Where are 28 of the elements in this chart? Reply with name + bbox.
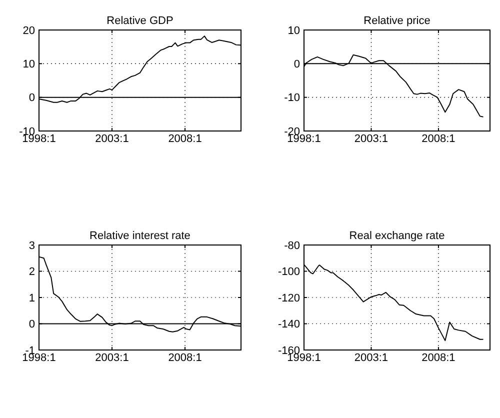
y-tick-label: 0	[28, 318, 35, 331]
y-tick-label: 10	[22, 58, 35, 71]
y-tick-label: -100	[278, 266, 300, 278]
x-tick-label: 2008:1	[422, 352, 456, 364]
y-tick-label: -10	[284, 92, 300, 104]
x-tick-label: 2008:1	[168, 352, 202, 364]
y-tick-label: -120	[278, 292, 300, 304]
y-tick-label: 20	[22, 24, 35, 37]
chart-title: Relative interest rate	[90, 230, 190, 242]
chart-title: Relative price	[364, 15, 430, 27]
x-tick-label: 2003:1	[354, 133, 388, 145]
y-tick-label: 10	[288, 24, 300, 37]
x-tick-label: 2003:1	[354, 352, 388, 364]
y-tick-label: 0	[294, 58, 300, 71]
x-tick-label: 1998:1	[287, 133, 321, 145]
y-tick-label: 3	[28, 240, 35, 252]
y-tick-label: -80	[284, 240, 300, 252]
chart-title: Relative GDP	[106, 15, 174, 27]
y-tick-label: 1	[28, 292, 35, 304]
y-tick-label: 0	[28, 92, 35, 104]
y-tick-label: -140	[278, 318, 300, 331]
x-tick-label: 1998:1	[22, 133, 56, 145]
x-tick-label: 2003:1	[95, 352, 129, 364]
x-tick-label: 2008:1	[422, 133, 456, 145]
x-tick-label: 2008:1	[168, 133, 202, 145]
chart-title: Real exchange rate	[349, 230, 445, 242]
y-tick-label: 2	[28, 266, 35, 278]
x-tick-label: 2003:1	[95, 133, 129, 145]
